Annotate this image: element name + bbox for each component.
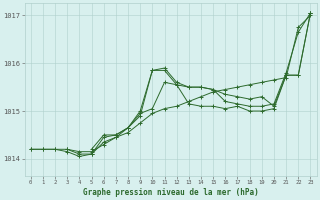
X-axis label: Graphe pression niveau de la mer (hPa): Graphe pression niveau de la mer (hPa) [83,188,259,197]
